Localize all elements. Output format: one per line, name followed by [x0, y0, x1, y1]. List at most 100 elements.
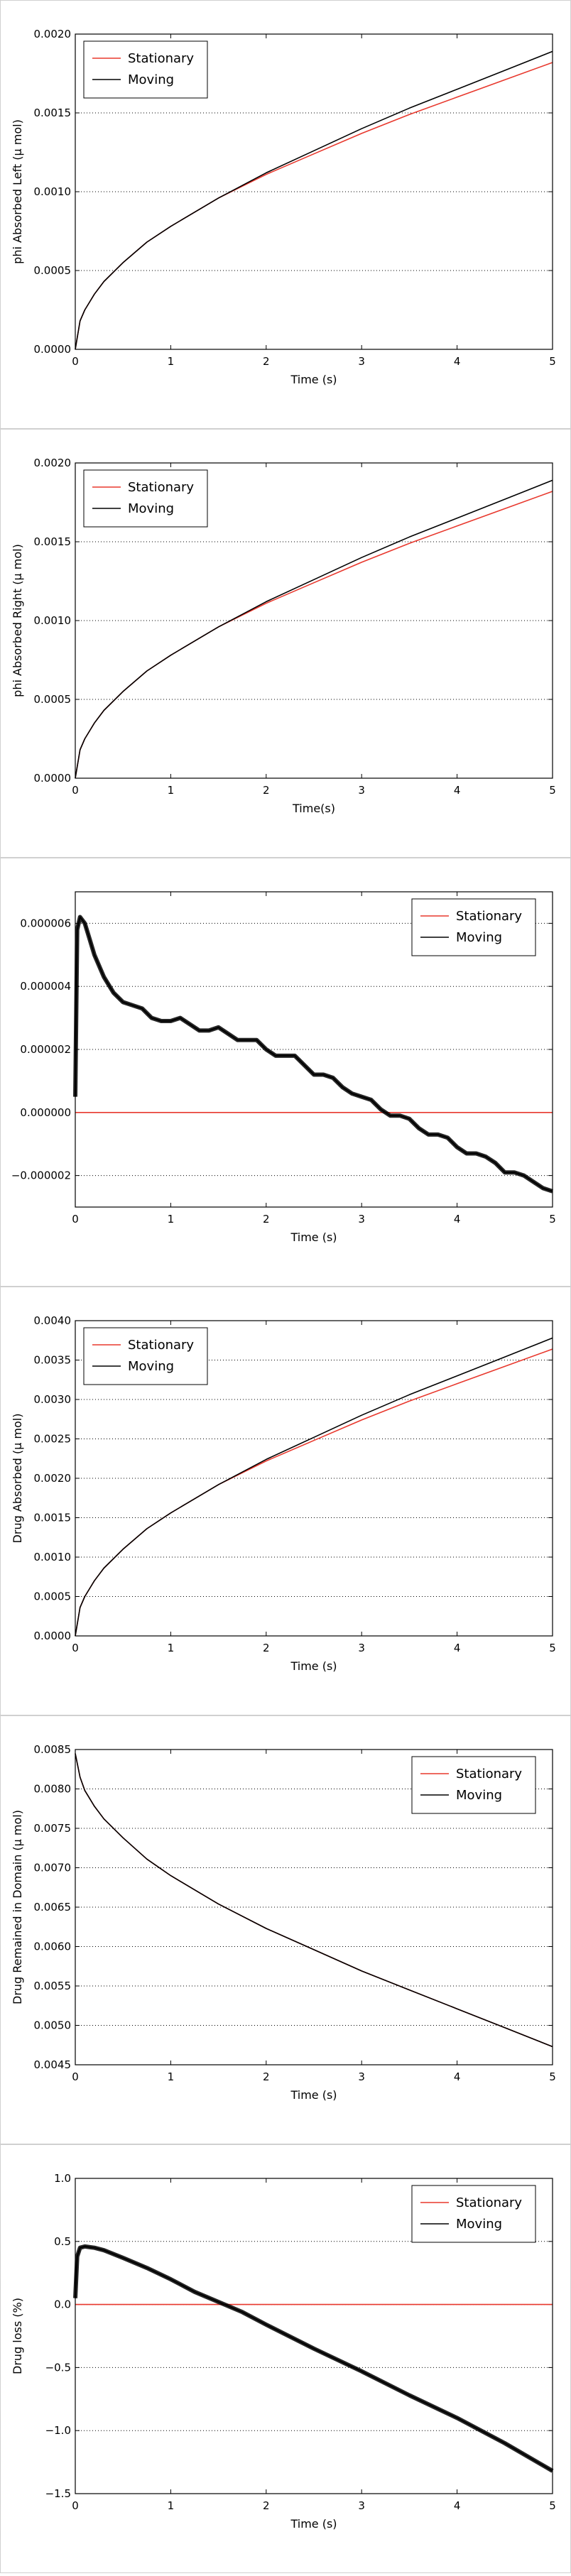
x-tick-label: 3 [358, 784, 365, 797]
x-tick-label: 5 [549, 784, 556, 797]
legend-label-stationary: Stationary [128, 480, 194, 495]
legend-label-moving: Moving [456, 1788, 502, 1803]
y-tick-label: 0.0040 [34, 1314, 72, 1327]
legend-box [83, 40, 208, 99]
y-axis-label: Drug loss (%) [11, 2298, 24, 2374]
series-line-moving [75, 916, 553, 1192]
y-tick-label: 0.0050 [34, 2019, 72, 2032]
x-tick-label: 0 [72, 1213, 79, 1226]
plot-area-border [75, 1749, 553, 2065]
legend-label-stationary: Stationary [456, 2195, 522, 2210]
legend-label-moving: Moving [128, 1359, 174, 1374]
y-tick-label: 0.0060 [34, 1941, 72, 1953]
y-tick-label: 1.0 [54, 2172, 71, 2185]
series-line-moving [75, 1337, 553, 1637]
x-tick-label: 3 [358, 1213, 365, 1226]
legend-label-stationary: Stationary [456, 1767, 522, 1781]
x-tick-label: 1 [168, 784, 175, 797]
x-tick-label: 3 [358, 2499, 365, 2512]
x-tick-label: 0 [72, 1642, 79, 1654]
y-tick-label: 0.0065 [34, 1901, 72, 1914]
y-tick-label: −0.5 [45, 2361, 71, 2374]
x-tick-label: 1 [168, 1642, 175, 1654]
x-tick-label: 2 [263, 784, 270, 797]
x-tick-label: 3 [358, 355, 365, 368]
legend-box [411, 1756, 536, 1814]
x-tick-label: 0 [72, 2070, 79, 2083]
legend-label-moving: Moving [128, 501, 174, 516]
y-tick-label: 0.0045 [34, 2058, 72, 2071]
y-tick-label: 0.0005 [34, 693, 72, 706]
x-axis-label: Time (s) [290, 373, 337, 386]
x-tick-label: 5 [549, 2070, 556, 2083]
y-tick-label: −1.5 [45, 2487, 71, 2500]
x-tick-label: 1 [168, 2499, 175, 2512]
x-tick-label: 4 [454, 784, 461, 797]
x-tick-label: 2 [263, 1642, 270, 1654]
legend-box [411, 898, 536, 956]
x-axis-label: Time(s) [292, 802, 335, 815]
x-tick-label: 5 [549, 1642, 556, 1654]
x-tick-label: 4 [454, 2499, 461, 2512]
x-axis-label: Time (s) [290, 1659, 337, 1673]
y-axis-label: phi Absorbed Right (μ mol) [11, 544, 24, 697]
y-tick-label: 0.000006 [20, 917, 71, 929]
x-tick-label: 3 [358, 1642, 365, 1654]
y-axis-label: phi Absorbed Left (μ mol) [11, 119, 24, 264]
x-axis-label: Time (s) [290, 1230, 337, 1244]
y-tick-label: −0.000002 [11, 1169, 71, 1182]
y-tick-label: 0.0030 [34, 1393, 72, 1406]
y-tick-label: 0.000000 [20, 1106, 71, 1119]
y-tick-label: 0.000004 [20, 980, 71, 993]
y-tick-label: 0.000002 [20, 1043, 71, 1056]
series-line-moving [75, 2245, 553, 2472]
x-tick-label: 5 [549, 355, 556, 368]
legend-label-moving: Moving [456, 2217, 502, 2232]
x-axis-label: Time (s) [290, 2517, 337, 2531]
y-tick-label: 0.0000 [34, 772, 72, 785]
legend-label-stationary: Stationary [456, 909, 522, 924]
legend-label-stationary: Stationary [128, 1338, 194, 1353]
x-tick-label: 1 [168, 1213, 175, 1226]
x-axis-label: Time (s) [290, 2088, 337, 2102]
y-tick-label: 0.0005 [34, 264, 72, 277]
y-tick-label: 0.0010 [34, 614, 72, 627]
plot-area-border [75, 1320, 553, 1637]
y-tick-label: 0.0000 [34, 1630, 72, 1642]
y-tick-label: 0.0015 [34, 1512, 72, 1524]
y-axis-label: Drug Remained in Domain (μ mol) [11, 1810, 24, 2004]
x-tick-label: 2 [263, 2070, 270, 2083]
y-tick-label: −1.0 [45, 2424, 71, 2437]
y-tick-label: 0.0 [54, 2298, 71, 2311]
y-tick-label: 0.0010 [34, 1551, 72, 1563]
x-tick-label: 5 [549, 2499, 556, 2512]
y-tick-label: 0.0010 [34, 185, 72, 198]
legend-label-moving: Moving [128, 72, 174, 87]
legend-box [83, 1327, 208, 1385]
y-tick-label: 0.0055 [34, 1980, 72, 1992]
legend-label-moving: Moving [456, 930, 502, 945]
plot-area-border [75, 462, 553, 779]
x-tick-label: 4 [454, 355, 461, 368]
y-tick-label: 0.0020 [34, 1472, 72, 1485]
x-tick-label: 1 [168, 355, 175, 368]
x-tick-label: 5 [549, 1213, 556, 1226]
series-line-moving [75, 50, 553, 350]
legend-label-stationary: Stationary [128, 51, 194, 66]
plot-area-border [75, 33, 553, 350]
y-tick-label: 0.0025 [34, 1433, 72, 1446]
x-tick-label: 4 [454, 1642, 461, 1654]
x-tick-label: 0 [72, 355, 79, 368]
y-tick-label: 0.0000 [34, 343, 72, 356]
y-tick-label: 0.0080 [34, 1783, 72, 1796]
y-tick-label: 0.0035 [34, 1354, 72, 1367]
y-axis-label: Drug Absorbed (μ mol) [11, 1414, 24, 1544]
x-tick-label: 4 [454, 2070, 461, 2083]
legend-box [83, 469, 208, 528]
y-tick-label: 0.0085 [34, 1743, 72, 1756]
x-tick-label: 1 [168, 2070, 175, 2083]
x-tick-label: 0 [72, 784, 79, 797]
x-tick-label: 0 [72, 2499, 79, 2512]
